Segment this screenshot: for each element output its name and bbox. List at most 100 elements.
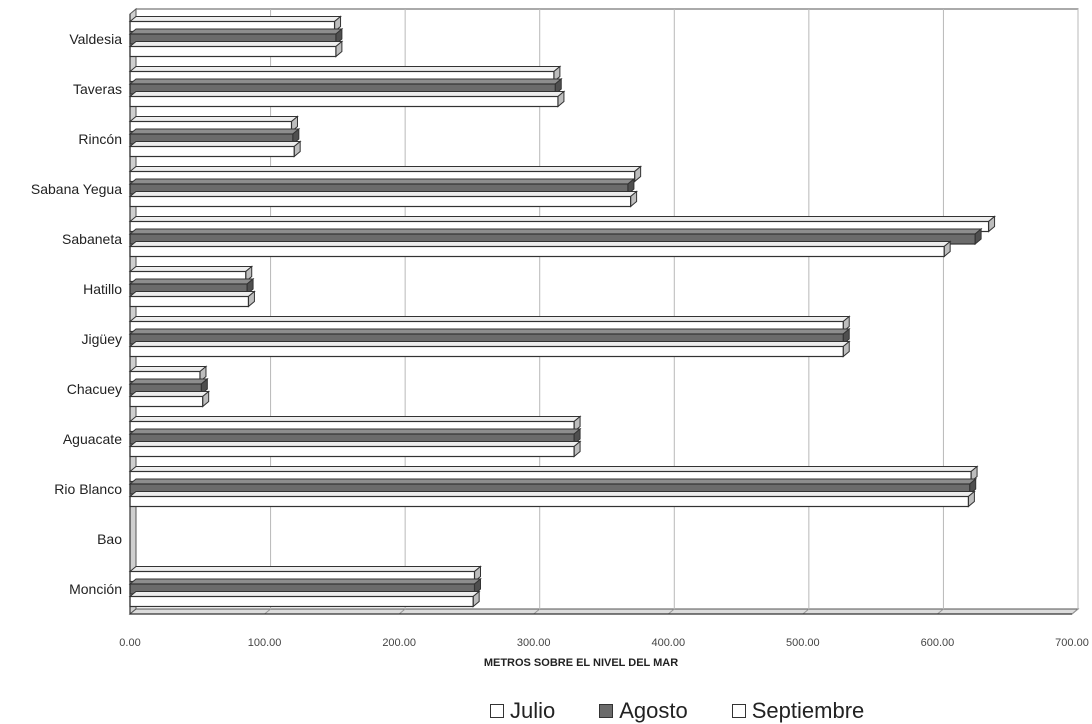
bar-top-face (128, 491, 976, 497)
bar-front-face (129, 595, 474, 608)
bar-top-face (128, 116, 299, 122)
gridline-floor (937, 608, 944, 615)
category-label: Jigüey (82, 331, 122, 347)
bar-front-face (129, 95, 559, 108)
x-tick-label: 0.00 (119, 637, 140, 649)
bar-top-face (128, 591, 481, 597)
plot-floor (128, 608, 1080, 615)
x-axis-title: METROS SOBRE EL NIVEL DEL MAR (484, 657, 678, 669)
bar-top-face (128, 328, 851, 335)
bar-front-face (129, 245, 945, 258)
bar-front-face (129, 295, 250, 308)
legend-label-septiembre: Septiembre (751, 698, 865, 723)
legend-swatch-julio (490, 704, 504, 718)
x-tick-label: 600.00 (921, 637, 955, 649)
bar-top-face (128, 466, 979, 472)
bar-front-face (129, 445, 575, 458)
bar-top-face (128, 28, 344, 35)
category-label: Sabaneta (62, 231, 122, 247)
bar (128, 277, 255, 296)
legend-swatch-septiembre (731, 704, 746, 718)
bar-top-face (128, 566, 482, 572)
category-label: Aguacate (63, 431, 122, 447)
bar-top-face (128, 316, 851, 322)
category-label: Sabana Yegua (31, 181, 122, 197)
bar-top-face (128, 416, 582, 422)
bar (128, 190, 638, 208)
gridline-floor (264, 608, 271, 615)
bar-front-face (129, 495, 969, 508)
bar (128, 577, 482, 596)
plot-back-wall (135, 8, 1079, 610)
bar-top-face (128, 91, 566, 97)
bar-front-face (129, 145, 295, 158)
bar (128, 427, 582, 446)
x-tick-label: 700.00 (1055, 637, 1089, 649)
legend-swatch-agosto (599, 704, 614, 718)
x-tick-label: 300.00 (517, 637, 551, 649)
bar-top-face (128, 141, 302, 147)
category-label: Hatillo (83, 281, 122, 297)
bar (128, 240, 952, 258)
legend-item-agosto: Agosto (599, 698, 688, 724)
bar (128, 590, 481, 608)
bar-top-face (128, 66, 562, 72)
legend-label-agosto: Agosto (619, 698, 688, 723)
bar-top-face (128, 241, 952, 247)
gridline-floor (667, 608, 675, 615)
bar-chart: Valdesia Taveras Rincón Sabana Yegua Sabanet… (31, 7, 1089, 669)
x-tick-label: 200.00 (382, 637, 416, 649)
legend-label-julio: Julio (510, 698, 556, 723)
bar-top-face (128, 266, 254, 272)
gridline-floor (802, 608, 810, 615)
bar (128, 340, 851, 358)
bar (128, 365, 208, 383)
bar-top-face (128, 191, 638, 197)
bar-front-face (129, 195, 632, 208)
legend-item-julio: Julio (490, 698, 555, 724)
x-tick-label: 500.00 (786, 637, 820, 649)
bar-top-face (128, 16, 342, 22)
bar-top-face (128, 378, 209, 385)
bar (128, 440, 582, 458)
gridlines (264, 9, 1079, 615)
bar-front-face (129, 395, 204, 408)
gridline-floor (398, 608, 406, 615)
bar-top-face (128, 578, 482, 585)
bar (128, 290, 256, 308)
bar-top-face (128, 478, 978, 485)
category-label: Rincón (78, 131, 122, 147)
x-tick-label: 400.00 (651, 637, 685, 649)
bar (128, 390, 211, 408)
bar-top-face (128, 166, 643, 172)
bar-top-face (128, 128, 301, 135)
bar-top-face (128, 291, 256, 297)
bar (128, 477, 978, 496)
bar-top-face (128, 428, 582, 435)
bar-front-face (129, 345, 844, 358)
gridline-floor (533, 608, 541, 615)
category-label: Valdesia (69, 31, 122, 47)
category-label: Taveras (73, 81, 122, 97)
bar-top-face (128, 216, 996, 222)
category-label: Rio Blanco (54, 481, 122, 497)
bar-top-face (128, 41, 344, 47)
category-label: Bao (97, 531, 122, 547)
bar-top-face (128, 441, 582, 447)
bar-top-face (128, 178, 636, 185)
bar (128, 140, 302, 158)
gridline-floor (1071, 608, 1079, 615)
bar (128, 490, 976, 508)
bars (128, 15, 996, 608)
bar-top-face (128, 278, 255, 285)
legend: Julio Agosto Septiembre (490, 698, 864, 724)
bar-top-face (128, 366, 208, 372)
legend-item-septiembre: Septiembre (731, 698, 865, 724)
x-tick-label: 100.00 (248, 637, 282, 649)
category-label: Monción (69, 581, 122, 597)
bar-top-face (128, 391, 211, 397)
category-label: Chacuey (67, 381, 122, 397)
bar-top-face (128, 341, 851, 347)
bar-top-face (128, 78, 563, 85)
